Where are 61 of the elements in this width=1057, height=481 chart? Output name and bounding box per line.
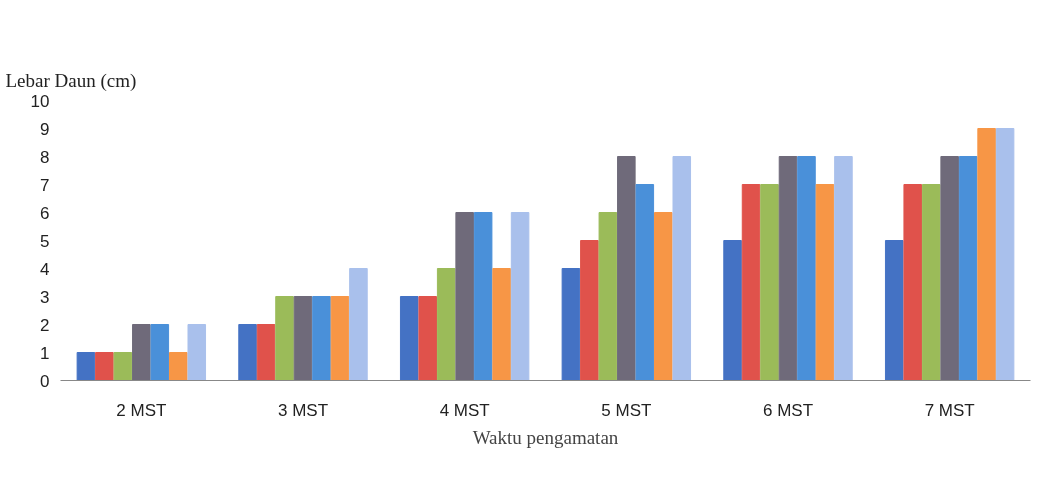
bar — [778, 156, 798, 381]
bar — [436, 268, 456, 381]
y-tick-label: 6 — [40, 203, 50, 223]
bar — [455, 212, 474, 381]
bar — [132, 324, 151, 381]
bar — [834, 156, 853, 381]
bar — [958, 156, 978, 381]
x-tick-label: 6 MST — [762, 400, 814, 420]
y-tick-label: 9 — [40, 119, 50, 139]
x-tick-label: 2 MST — [116, 400, 167, 420]
bar — [561, 268, 581, 381]
bar — [399, 296, 419, 381]
bar — [741, 184, 761, 381]
y-tick-label: 0 — [40, 371, 50, 391]
y-tick-label: 2 — [40, 315, 50, 335]
x-tick-label: 4 MST — [439, 400, 490, 420]
bar — [187, 324, 207, 381]
bar — [238, 324, 257, 381]
bar — [113, 352, 133, 381]
y-tick-label: 8 — [40, 147, 50, 167]
bar — [635, 184, 655, 381]
bar — [977, 128, 996, 381]
x-axis-title: Waktu pengamatan — [472, 426, 619, 448]
bar — [760, 184, 779, 381]
y-tick-label: 4 — [40, 259, 50, 279]
bar — [995, 128, 1015, 381]
bar — [672, 156, 692, 381]
bar — [150, 324, 170, 381]
y-axis-title: Lebar Daun (cm) — [5, 69, 137, 92]
bar — [293, 296, 313, 381]
bar — [617, 156, 636, 381]
bar — [330, 296, 350, 381]
y-tick-label: 7 — [40, 175, 50, 195]
bar — [580, 240, 599, 381]
bar — [256, 324, 276, 381]
bar — [921, 184, 941, 381]
y-tick-label: 1 — [40, 343, 50, 363]
y-tick-label: 10 — [30, 91, 50, 111]
y-tick-label: 5 — [40, 231, 50, 251]
x-tick-label: 5 MST — [601, 400, 652, 420]
bar — [884, 240, 904, 381]
x-tick-label: 3 MST — [277, 400, 329, 420]
bar — [510, 212, 530, 381]
bar — [492, 268, 511, 381]
bar — [797, 156, 816, 381]
bar — [169, 352, 188, 381]
bar — [275, 296, 294, 381]
bar — [312, 296, 331, 381]
bar — [723, 240, 742, 381]
bar — [815, 184, 835, 381]
bar — [598, 212, 618, 381]
bar — [418, 296, 437, 381]
bar — [76, 352, 96, 381]
bar — [940, 156, 959, 381]
x-tick-label: 7 MST — [924, 400, 975, 420]
bar — [654, 212, 673, 381]
bar — [349, 268, 368, 381]
bar — [95, 352, 114, 381]
bar — [473, 212, 493, 381]
bar — [903, 184, 922, 381]
y-tick-label: 3 — [40, 287, 50, 307]
